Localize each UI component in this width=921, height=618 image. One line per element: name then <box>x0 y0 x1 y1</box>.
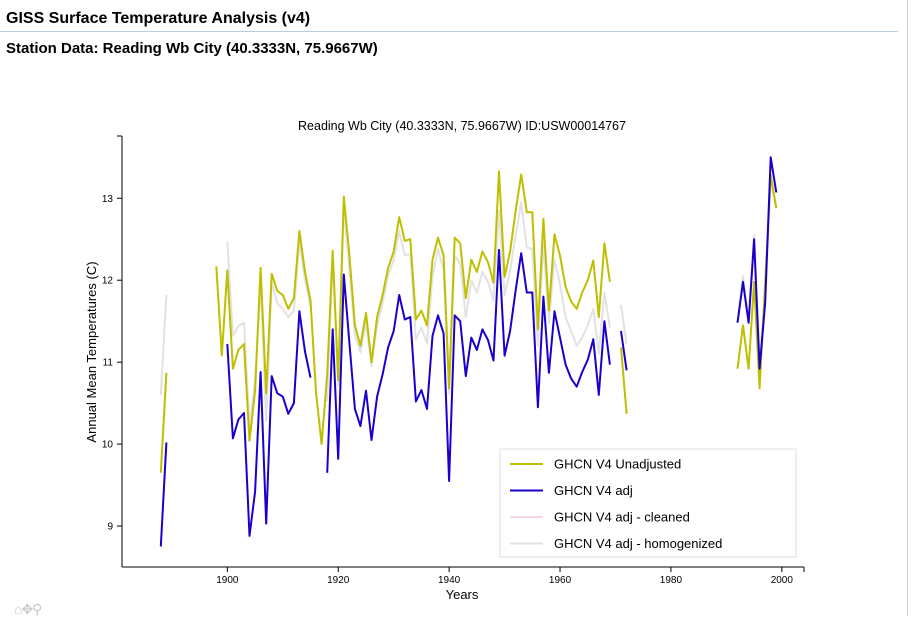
header-divider <box>0 31 898 32</box>
series-line <box>159 294 168 395</box>
page-title: GISS Surface Temperature Analysis (v4) <box>6 10 311 27</box>
y-tick-label: 12 <box>102 276 114 287</box>
x-tick-label: 1940 <box>438 575 461 586</box>
series-line <box>215 170 611 446</box>
y-tick-label: 13 <box>102 194 114 205</box>
x-tick-label: 1920 <box>327 575 350 586</box>
y-tick-label: 10 <box>102 440 114 451</box>
x-tick-label: 1980 <box>660 575 683 586</box>
chart-legend[interactable]: GHCN V4 Unadjusted GHCN V4 adj GHCN V4 adj… <box>499 448 797 558</box>
series-line <box>226 310 312 537</box>
series-line <box>736 156 778 370</box>
station-subtitle: Station Data: Reading Wb City (40.3333N,… <box>6 40 378 57</box>
legend-box <box>499 448 797 558</box>
series-line <box>620 304 628 345</box>
chart-lines <box>159 156 778 547</box>
x-tick-label: 1900 <box>216 575 239 586</box>
y-axis-title: Annual Mean Temperatures (C) <box>84 261 99 442</box>
series-line <box>159 442 168 547</box>
x-axis-title: Years <box>446 587 479 602</box>
y-tick-label: 9 <box>107 522 113 533</box>
legend-label: GHCN V4 adj - cleaned <box>554 510 690 525</box>
legend-label: GHCN V4 Unadjusted <box>554 457 681 472</box>
series-line <box>620 330 628 371</box>
x-tick-label: 2000 <box>771 575 794 586</box>
series-line <box>159 372 168 473</box>
series-line <box>326 248 611 482</box>
x-tick-label: 1960 <box>549 575 572 586</box>
series-line <box>620 347 628 414</box>
chart-axes: 9 10 11 12 13 1900 1920 1940 1960 1980 2000 <box>102 135 805 586</box>
right-border <box>907 0 908 616</box>
legend-label: GHCN V4 adj <box>554 483 633 498</box>
legend-label: GHCN V4 adj - homogenized <box>554 536 722 551</box>
chart-title: Reading Wb City (40.3333N, 75.9667W) ID:… <box>298 119 626 133</box>
y-tick-label: 11 <box>103 358 114 369</box>
chart-toolbar[interactable]: ⌂✥⚲ <box>14 601 42 617</box>
